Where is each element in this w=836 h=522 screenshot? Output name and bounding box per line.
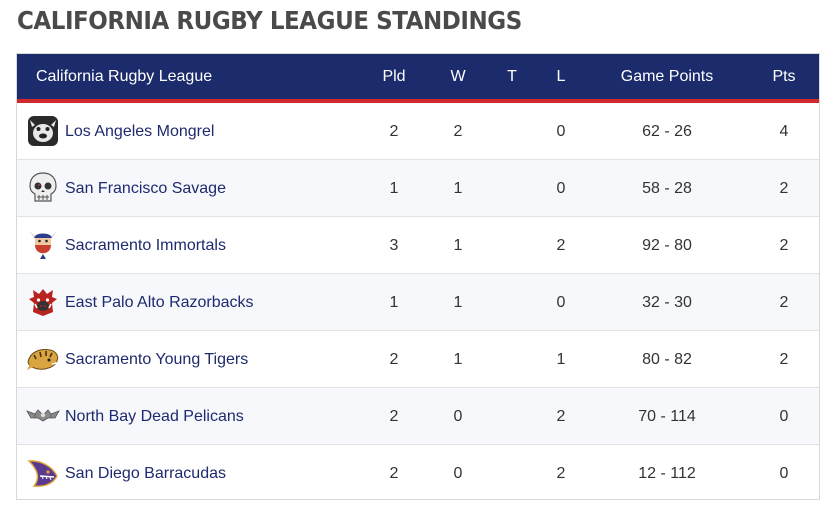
cell-l: 2	[556, 465, 566, 482]
bulldog-logo-icon	[26, 114, 60, 148]
cell-l: 0	[556, 180, 566, 197]
header-w: W	[450, 68, 466, 85]
cell-pts: 0	[779, 408, 789, 425]
table-row: North Bay Dead Pelicans 2 0 2 70 - 114 0	[17, 388, 819, 445]
cell-t	[497, 445, 527, 499]
viking-logo-icon	[26, 228, 60, 262]
page-title: CALIFORNIA RUGBY LEAGUE STANDINGS	[17, 6, 522, 35]
cell-w: 1	[453, 294, 463, 311]
tiger-logo-icon	[26, 342, 60, 376]
table-header: California Rugby League Pld W T L Game P…	[17, 54, 819, 103]
cell-w: 2	[453, 123, 463, 140]
header-pts: Pts	[772, 68, 796, 85]
table-row: San Diego Barracudas 2 0 2 12 - 112 0	[17, 445, 819, 499]
cell-game-points: 70 - 114	[638, 408, 696, 425]
cell-l: 0	[556, 123, 566, 140]
cell-pld: 2	[389, 351, 399, 368]
cell-pld: 3	[389, 237, 399, 254]
team-name-link[interactable]: Los Angeles Mongrel	[65, 123, 215, 140]
cell-pld: 2	[389, 408, 399, 425]
header-pld: Pld	[382, 68, 406, 85]
cell-game-points: 62 - 26	[642, 123, 692, 140]
header-game-points: Game Points	[620, 68, 714, 85]
cell-l: 2	[556, 237, 566, 254]
cell-l: 1	[556, 351, 566, 368]
cell-t	[497, 217, 527, 274]
team-name-link[interactable]: East Palo Alto Razorbacks	[65, 294, 254, 311]
cell-w: 1	[453, 237, 463, 254]
cell-w: 1	[453, 351, 463, 368]
table-row: Los Angeles Mongrel 2 2 0 62 - 26 4	[17, 103, 819, 160]
cell-game-points: 80 - 82	[642, 351, 692, 368]
pelican-logo-icon	[26, 399, 60, 433]
table-row: Sacramento Young Tigers 2 1 1 80 - 82 2	[17, 331, 819, 388]
cell-pts: 2	[779, 351, 789, 368]
header-t: T	[507, 68, 517, 85]
boar-logo-icon	[26, 285, 60, 319]
cell-t	[497, 274, 527, 331]
cell-w: 0	[453, 465, 463, 482]
cell-pld: 2	[389, 123, 399, 140]
cell-t	[497, 331, 527, 388]
cell-pts: 4	[779, 123, 789, 140]
cell-pts: 0	[779, 465, 789, 482]
cell-w: 1	[453, 180, 463, 197]
standings-table: California Rugby League Pld W T L Game P…	[16, 53, 820, 500]
team-name-link[interactable]: Sacramento Young Tigers	[65, 351, 249, 368]
table-body: Los Angeles Mongrel 2 2 0 62 - 26 4 San …	[17, 103, 819, 499]
cell-w: 0	[453, 408, 463, 425]
cell-pts: 2	[779, 237, 789, 254]
cell-game-points: 58 - 28	[642, 180, 692, 197]
cell-pld: 2	[389, 465, 399, 482]
team-name-link[interactable]: San Diego Barracudas	[65, 465, 226, 482]
cell-game-points: 12 - 112	[638, 465, 696, 482]
table-row: East Palo Alto Razorbacks 1 1 0 32 - 30 …	[17, 274, 819, 331]
cell-pld: 1	[389, 180, 399, 197]
cell-pts: 2	[779, 294, 789, 311]
barracuda-logo-icon	[26, 456, 60, 490]
cell-t	[497, 103, 527, 160]
cell-game-points: 92 - 80	[642, 237, 692, 254]
cell-pts: 2	[779, 180, 789, 197]
cell-t	[497, 388, 527, 445]
team-name-link[interactable]: San Francisco Savage	[65, 180, 226, 197]
table-row: San Francisco Savage 1 1 0 58 - 28 2	[17, 160, 819, 217]
cell-pld: 1	[389, 294, 399, 311]
cell-t	[497, 160, 527, 217]
skull-logo-icon	[26, 171, 60, 205]
header-team: California Rugby League	[36, 68, 213, 85]
team-name-link[interactable]: Sacramento Immortals	[65, 237, 226, 254]
cell-l: 2	[556, 408, 566, 425]
cell-game-points: 32 - 30	[642, 294, 692, 311]
cell-l: 0	[556, 294, 566, 311]
table-row: Sacramento Immortals 3 1 2 92 - 80 2	[17, 217, 819, 274]
team-name-link[interactable]: North Bay Dead Pelicans	[65, 408, 244, 425]
header-l: L	[556, 68, 566, 85]
